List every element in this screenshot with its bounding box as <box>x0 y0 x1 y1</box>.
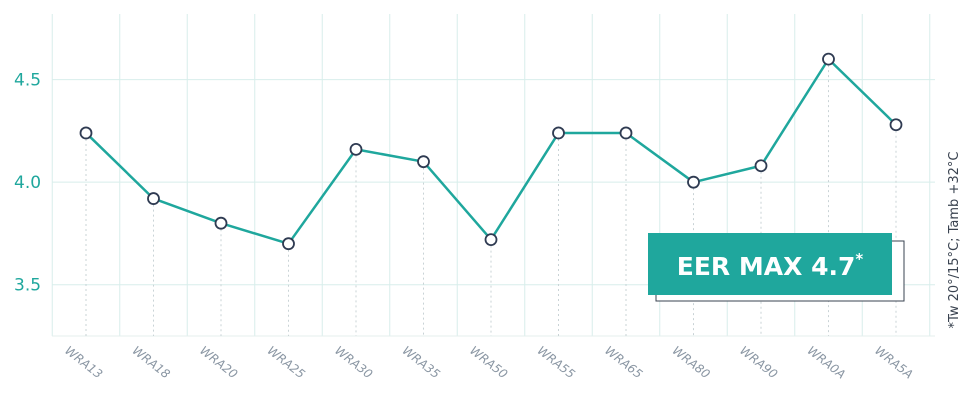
x-tick-label: WRA30 <box>332 343 375 381</box>
badge-text: EER MAX 4.7* <box>677 250 864 281</box>
y-axis-ticks: 3.5 4.0 4.5 <box>14 71 41 296</box>
x-tick-label: WRA20 <box>197 343 240 381</box>
x-tick-label: WRA35 <box>400 343 443 381</box>
data-point <box>552 126 565 140</box>
data-point <box>822 52 835 66</box>
side-note: *Tw 20°/15°C; Tamb +32°C <box>947 152 962 329</box>
data-point <box>619 126 633 140</box>
y-tick-label: 4.0 <box>14 173 41 193</box>
data-point <box>349 142 363 156</box>
data-point <box>417 155 430 169</box>
series-line-layer <box>85 57 897 245</box>
eer-max-badge: EER MAX 4.7* <box>648 233 905 302</box>
data-point <box>79 126 93 140</box>
data-point <box>687 175 700 189</box>
data-point <box>889 118 903 132</box>
badge-background <box>648 233 892 295</box>
y-tick-label: 4.5 <box>14 71 41 91</box>
x-tick-label: WRA0A <box>805 343 849 381</box>
x-tick-label: WRA5A <box>872 343 916 381</box>
series-line <box>85 57 897 245</box>
data-point <box>484 233 498 247</box>
x-tick-label: WRA90 <box>737 343 780 381</box>
x-tick-label: WRA65 <box>602 343 645 381</box>
series-points <box>79 52 903 251</box>
x-tick-label: WRA25 <box>265 343 308 381</box>
data-point <box>754 159 768 173</box>
x-tick-label: WRA55 <box>535 343 578 381</box>
y-tick-label: 3.5 <box>14 276 41 296</box>
x-tick-label: WRA18 <box>130 343 173 381</box>
data-point <box>282 237 295 251</box>
x-tick-label: WRA50 <box>467 343 510 381</box>
badge-superscript: * <box>855 250 863 268</box>
x-tick-label: WRA80 <box>670 343 713 381</box>
x-axis-ticks: WRA13 WRA18 WRA20 WRA25 WRA30 WRA35 WRA50 WRA55… <box>62 343 916 381</box>
data-point <box>214 216 228 230</box>
data-point <box>147 192 160 205</box>
x-tick-label: WRA13 <box>62 343 105 381</box>
badge-label: EER MAX 4.7 <box>677 252 856 281</box>
drop-lines <box>85 65 897 336</box>
